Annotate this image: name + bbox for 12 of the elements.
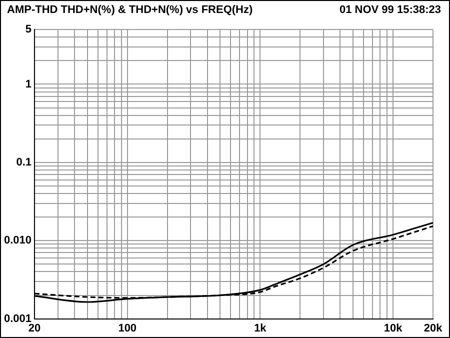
text: 01 NOV 99 15:38:23 [339,4,441,18]
x-tick-label: 100 [118,322,137,334]
y-tick-label: 0.1 [16,156,32,168]
y-tick-label: 1 [25,78,32,90]
chart-title: AMP-THD THD+N(%) & THD+N(%) vs FREQ(Hz) [7,4,253,18]
y-tick-label: 5 [25,24,32,36]
x-tick-label: 20k [424,322,444,334]
x-tick-label: 10k [384,322,404,334]
x-tick-label: 1k [254,322,268,334]
x-tick-label: 20 [28,322,41,334]
y-tick-label: 0.010 [4,234,32,247]
y-tick-label: 0.001 [4,312,32,325]
